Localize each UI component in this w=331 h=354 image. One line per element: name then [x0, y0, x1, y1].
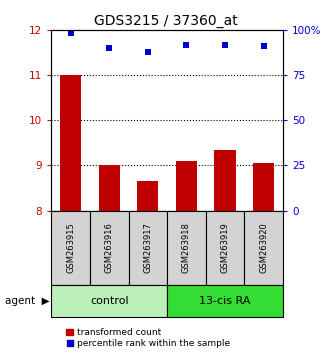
Bar	[253, 163, 274, 211]
Point	[145, 49, 151, 55]
Bar	[206, 211, 244, 285]
Bar	[167, 285, 283, 317]
Text: GSM263920: GSM263920	[259, 222, 268, 273]
Bar	[167, 211, 206, 285]
Text: GSM263917: GSM263917	[143, 222, 152, 273]
Bar	[51, 211, 90, 285]
Bar	[51, 285, 167, 317]
Text: GSM263915: GSM263915	[66, 222, 75, 273]
Point	[261, 44, 266, 49]
Text: GDS3215 / 37360_at: GDS3215 / 37360_at	[94, 14, 237, 28]
Bar	[128, 211, 167, 285]
Point	[107, 45, 112, 51]
Bar	[60, 75, 81, 211]
Text: 13-cis RA: 13-cis RA	[199, 296, 251, 306]
Text: GSM263919: GSM263919	[220, 222, 230, 273]
Text: GSM263916: GSM263916	[105, 222, 114, 273]
Bar	[244, 211, 283, 285]
Point	[184, 42, 189, 48]
Bar	[99, 166, 120, 211]
Text: GSM263918: GSM263918	[182, 222, 191, 273]
Text: control: control	[90, 296, 128, 306]
Bar	[137, 181, 159, 211]
Text: agent  ▶: agent ▶	[5, 296, 50, 306]
Legend: transformed count, percentile rank within the sample: transformed count, percentile rank withi…	[63, 325, 234, 352]
Bar	[176, 161, 197, 211]
Point	[222, 42, 228, 47]
Bar	[214, 150, 236, 211]
Bar	[90, 211, 128, 285]
Point	[68, 30, 73, 36]
